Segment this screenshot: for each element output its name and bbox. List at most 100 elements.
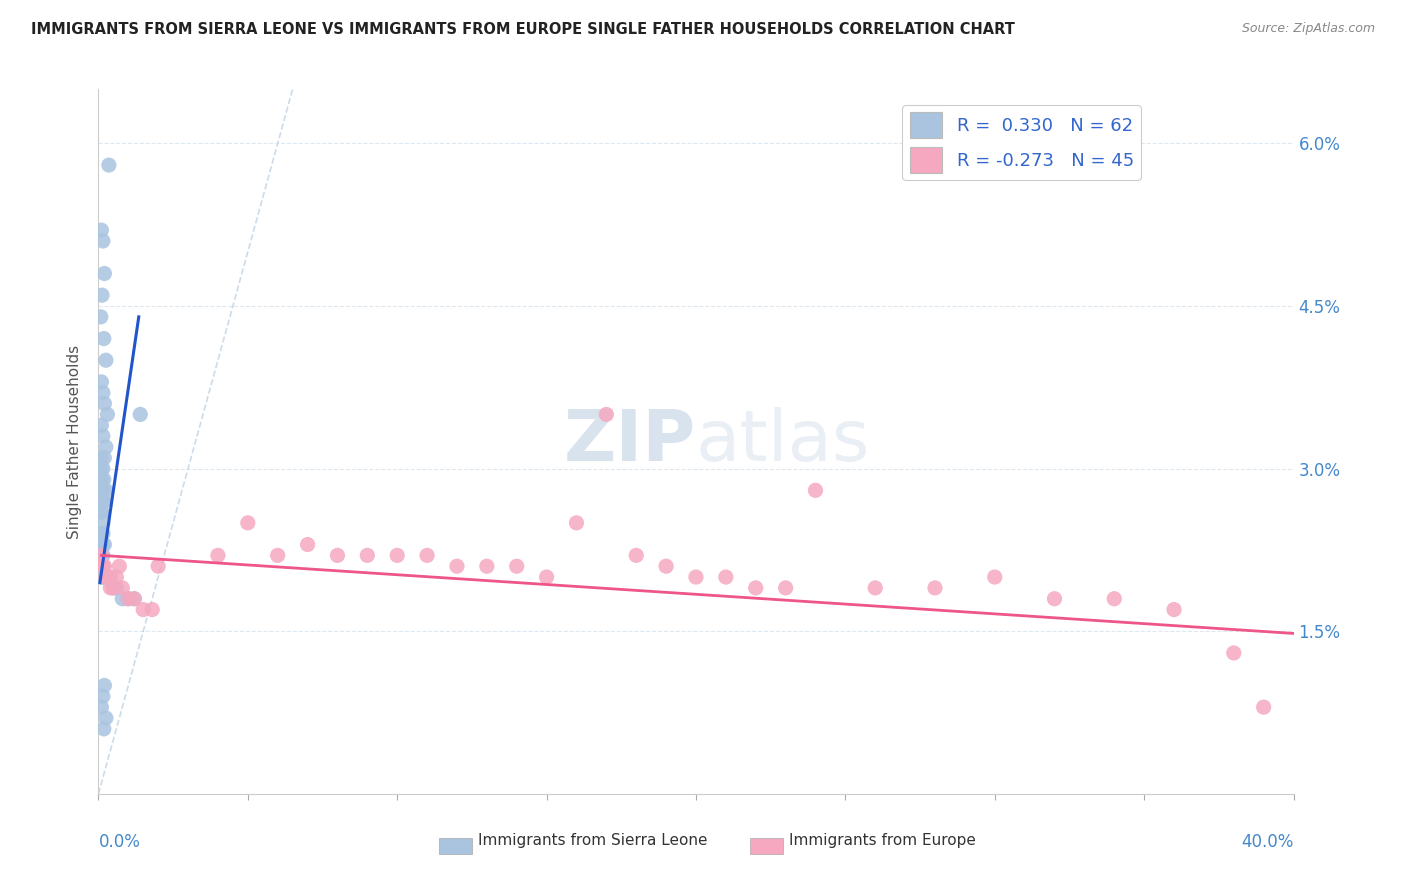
Point xyxy=(385,549,409,563)
Point xyxy=(1043,591,1066,606)
Point xyxy=(236,516,259,530)
Text: atlas: atlas xyxy=(696,407,870,476)
Point xyxy=(267,549,290,563)
Point xyxy=(745,581,768,595)
Point xyxy=(91,549,114,563)
Point xyxy=(91,516,114,530)
Point xyxy=(297,537,319,551)
Point xyxy=(91,288,114,302)
Y-axis label: Single Father Households: Single Father Households xyxy=(67,344,83,539)
Point xyxy=(1223,646,1246,660)
Text: Source: ZipAtlas.com: Source: ZipAtlas.com xyxy=(1241,22,1375,36)
Point xyxy=(536,570,558,584)
Point xyxy=(626,549,648,563)
Point xyxy=(91,570,114,584)
Point xyxy=(94,353,117,368)
Point xyxy=(94,711,117,725)
Point xyxy=(90,559,112,574)
Point xyxy=(91,483,114,498)
Point xyxy=(97,570,120,584)
Point xyxy=(90,473,112,487)
Point xyxy=(124,591,146,606)
Text: Immigrants from Europe: Immigrants from Europe xyxy=(789,832,976,847)
Point xyxy=(94,440,117,454)
Point xyxy=(1253,700,1275,714)
Point xyxy=(475,559,498,574)
Point xyxy=(105,581,128,595)
Bar xyxy=(439,838,472,854)
Point xyxy=(93,450,115,465)
Point xyxy=(90,375,112,389)
Legend: R =  0.330   N = 62, R = -0.273   N = 45: R = 0.330 N = 62, R = -0.273 N = 45 xyxy=(903,105,1142,180)
Point xyxy=(655,559,678,574)
Point xyxy=(90,570,112,584)
Point xyxy=(93,473,115,487)
Point xyxy=(105,570,128,584)
Point xyxy=(117,591,139,606)
Point xyxy=(91,494,114,508)
Point xyxy=(90,505,112,519)
Point xyxy=(91,505,114,519)
Point xyxy=(98,581,122,595)
Point xyxy=(90,494,112,508)
Point xyxy=(91,549,114,563)
Point xyxy=(90,559,112,574)
Point xyxy=(91,473,114,487)
Point xyxy=(91,537,114,551)
Point xyxy=(90,526,112,541)
Text: ZIP: ZIP xyxy=(564,407,696,476)
Point xyxy=(141,602,163,616)
Point xyxy=(207,549,229,563)
Point xyxy=(111,581,134,595)
Point xyxy=(91,570,114,584)
Point xyxy=(94,483,117,498)
Point xyxy=(91,526,114,541)
Point xyxy=(93,678,115,692)
Point xyxy=(326,549,349,563)
Point xyxy=(685,570,707,584)
Point xyxy=(91,690,114,704)
Point xyxy=(129,408,152,422)
Point xyxy=(90,223,112,237)
Point xyxy=(111,591,134,606)
Point xyxy=(804,483,827,498)
Point xyxy=(91,537,114,551)
Point xyxy=(90,549,112,563)
Point xyxy=(984,570,1007,584)
Point xyxy=(90,310,112,324)
Point xyxy=(124,591,146,606)
Point xyxy=(91,429,114,443)
Point xyxy=(103,581,125,595)
Text: IMMIGRANTS FROM SIERRA LEONE VS IMMIGRANTS FROM EUROPE SINGLE FATHER HOUSEHOLDS : IMMIGRANTS FROM SIERRA LEONE VS IMMIGRAN… xyxy=(31,22,1015,37)
Point xyxy=(775,581,797,595)
Point xyxy=(90,559,112,574)
Point xyxy=(1163,602,1185,616)
Point xyxy=(90,418,112,433)
Point xyxy=(96,570,118,584)
Point xyxy=(103,581,125,595)
Point xyxy=(94,570,117,584)
Point xyxy=(91,461,114,475)
Point xyxy=(865,581,887,595)
Point xyxy=(90,450,112,465)
Point xyxy=(446,559,468,574)
Text: 40.0%: 40.0% xyxy=(1241,832,1294,851)
Bar xyxy=(749,838,783,854)
Point xyxy=(1104,591,1126,606)
Point xyxy=(93,332,115,346)
Point xyxy=(93,559,115,574)
Point xyxy=(93,396,115,410)
Point xyxy=(93,267,115,281)
Point xyxy=(91,559,114,574)
Point xyxy=(90,526,112,541)
Text: 0.0%: 0.0% xyxy=(98,832,141,851)
Point xyxy=(90,461,112,475)
Point xyxy=(90,570,112,584)
Point xyxy=(93,722,115,736)
Point xyxy=(108,559,131,574)
Point xyxy=(132,602,155,616)
Text: Immigrants from Sierra Leone: Immigrants from Sierra Leone xyxy=(478,832,709,847)
Point xyxy=(96,408,118,422)
Point xyxy=(416,549,439,563)
Point xyxy=(90,483,112,498)
